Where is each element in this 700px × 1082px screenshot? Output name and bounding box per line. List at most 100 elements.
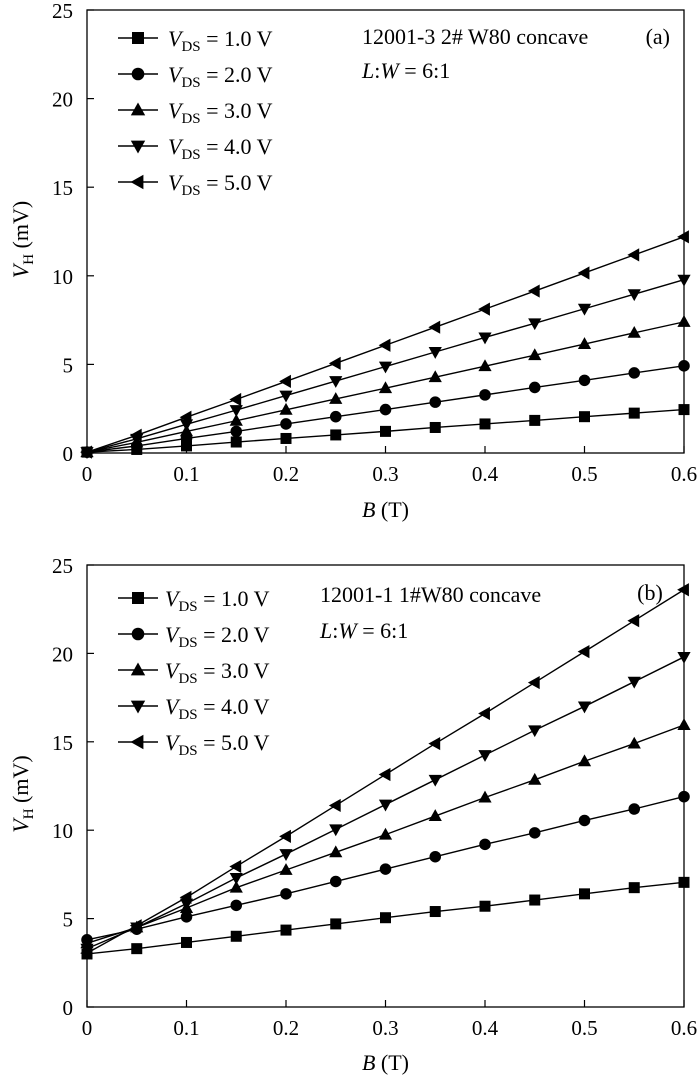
legend-marker xyxy=(130,662,146,676)
x-tick-label: 0.4 xyxy=(472,1016,499,1040)
data-point xyxy=(478,706,490,721)
series-2 xyxy=(81,360,690,458)
data-point xyxy=(478,750,492,762)
data-point xyxy=(527,284,540,298)
data-point xyxy=(478,790,492,803)
data-point xyxy=(229,880,243,893)
data-point xyxy=(678,876,690,888)
y-tick-label: 20 xyxy=(52,88,73,112)
data-point xyxy=(131,943,143,955)
data-point xyxy=(329,376,343,388)
y-tick-label: 20 xyxy=(52,642,73,666)
data-point xyxy=(627,248,640,262)
y-tick-label: 5 xyxy=(63,908,74,932)
data-point xyxy=(628,407,640,419)
y-tick-label: 25 xyxy=(52,0,73,23)
x-tick-label: 0.5 xyxy=(571,1016,597,1040)
data-point xyxy=(677,651,691,664)
series-4 xyxy=(80,651,691,956)
data-point xyxy=(329,845,343,858)
data-point xyxy=(577,337,592,349)
data-point xyxy=(528,827,541,839)
data-point xyxy=(578,374,591,387)
data-point xyxy=(380,425,391,437)
legend-marker xyxy=(132,592,144,604)
data-point xyxy=(229,405,243,417)
data-point xyxy=(627,289,641,302)
data-point xyxy=(428,736,441,751)
legend: VDS = 1.0 V VDS = 2.0 V VDS = 3.0 V VDS = 4… xyxy=(118,586,270,759)
data-point xyxy=(677,718,691,730)
y-tick-label: 10 xyxy=(52,819,73,843)
legend-entry: VDS = 1.0 V xyxy=(165,586,270,615)
x-tick-label: 0.4 xyxy=(472,462,499,486)
data-point xyxy=(429,421,441,433)
data-point xyxy=(428,320,441,334)
x-tick-label: 0.2 xyxy=(273,462,299,486)
data-point xyxy=(279,829,291,843)
legend-entry: VDS = 4.0 V xyxy=(168,134,273,163)
y-tick-label: 0 xyxy=(63,996,74,1020)
legend-entry: VDS = 2.0 V xyxy=(165,622,270,651)
data-point xyxy=(280,432,292,444)
data-point xyxy=(529,414,541,426)
legend-entry: VDS = 4.0 V xyxy=(165,694,270,723)
x-tick-label: 0.2 xyxy=(273,1016,299,1040)
data-point xyxy=(80,946,92,960)
data-point xyxy=(229,392,242,407)
x-tick-label: 0 xyxy=(82,462,93,486)
data-point xyxy=(329,824,343,837)
data-point xyxy=(678,790,690,803)
data-point xyxy=(628,803,641,815)
legend-entry: VDS = 5.0 V xyxy=(165,730,270,759)
data-point xyxy=(528,318,542,331)
x-tick-label: 0.3 xyxy=(372,462,398,486)
data-point xyxy=(329,410,342,423)
series-5 xyxy=(80,583,689,960)
data-point xyxy=(527,675,540,690)
legend-marker xyxy=(130,174,144,190)
annotation: L:W = 6:1 xyxy=(319,618,408,643)
data-point xyxy=(627,325,641,338)
data-point xyxy=(379,403,392,416)
series-2 xyxy=(81,790,690,946)
data-point xyxy=(229,413,243,426)
data-point xyxy=(181,936,192,948)
x-axis-label: B (T) xyxy=(362,497,409,522)
data-point xyxy=(627,676,641,689)
y-tick-label: 15 xyxy=(52,731,73,755)
legend-entry: VDS = 1.0 V xyxy=(168,26,273,55)
y-tick-label: 25 xyxy=(52,554,73,578)
y-tick-label: 5 xyxy=(63,353,74,377)
y-tick-label: 10 xyxy=(52,265,73,289)
annotation: 12001-3 2# W80 concave xyxy=(362,24,588,49)
data-point xyxy=(428,774,442,787)
legend-entry: VDS = 2.0 V xyxy=(168,62,273,91)
data-point xyxy=(181,440,192,452)
legend-entry: VDS = 3.0 V xyxy=(168,98,273,127)
data-point xyxy=(577,645,590,659)
data-point xyxy=(678,404,690,416)
data-point xyxy=(378,381,393,394)
data-point xyxy=(628,882,640,894)
data-point xyxy=(378,799,393,812)
x-tick-label: 0.6 xyxy=(671,1016,697,1040)
chart-panel-a: 0 0.1 0.2 0.3 0.4 0.5 0.6 0 5 10 15 20 25 B (T) VH (mV… xyxy=(8,0,697,522)
y-tick-label: 0 xyxy=(63,442,74,466)
data-point xyxy=(577,754,592,767)
data-point xyxy=(229,859,242,874)
data-point xyxy=(429,906,441,918)
data-point xyxy=(577,701,592,714)
y-axis-label: VH (mV) xyxy=(8,201,37,278)
panel-label: (b) xyxy=(637,580,663,605)
data-point xyxy=(329,875,342,888)
data-point xyxy=(529,894,541,906)
data-point xyxy=(579,411,590,423)
data-point xyxy=(528,725,542,738)
data-point xyxy=(379,863,392,875)
data-point xyxy=(280,888,292,900)
data-point xyxy=(380,912,391,924)
data-point xyxy=(180,911,193,923)
data-point xyxy=(378,767,391,782)
